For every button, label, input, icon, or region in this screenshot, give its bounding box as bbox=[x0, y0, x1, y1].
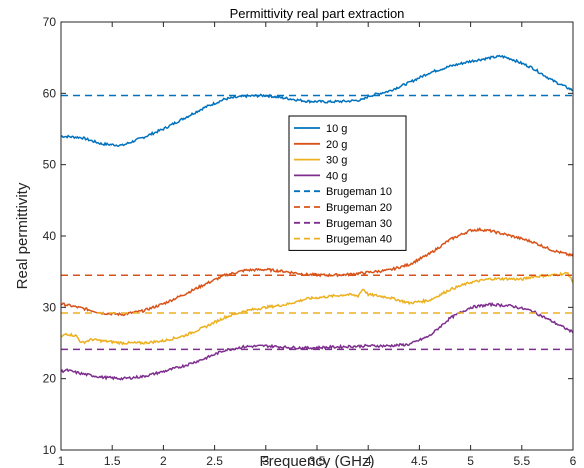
y-tick-label: 70 bbox=[43, 15, 57, 29]
legend-label-4: 40 g bbox=[326, 170, 347, 182]
x-axis-label: Frequency (GHz) bbox=[259, 453, 374, 468]
ticks-layer: 1 1.5 2 2.5 3 3.5 4 4.5 5 5.5 6 10 20 30 40 50 60 70 bbox=[43, 15, 577, 468]
x-tick-label: 3.5 bbox=[309, 454, 326, 468]
series-line-3 bbox=[60, 271, 574, 346]
legend-label-7: Brugeman 30 bbox=[326, 218, 392, 230]
x-tick-label: 5 bbox=[467, 454, 474, 468]
x-tick-label: 6 bbox=[570, 454, 577, 468]
y-tick-label: 40 bbox=[43, 229, 57, 243]
y-tick-label: 10 bbox=[43, 443, 57, 457]
x-tick-label: 2.5 bbox=[206, 454, 223, 468]
x-tick-label: 3 bbox=[262, 454, 269, 468]
y-tick-label: 50 bbox=[43, 158, 57, 172]
legend-label-3: 30 g bbox=[326, 155, 347, 167]
x-tick-label: 1 bbox=[58, 454, 65, 468]
legend: 10 g 20 g 30 g 40 g Brugeman 10 Brugeman 20 Br… bbox=[288, 115, 407, 251]
x-tick-label: 4.5 bbox=[411, 454, 428, 468]
y-tick-label: 60 bbox=[43, 86, 57, 100]
legend-label-8: Brugeman 40 bbox=[326, 234, 392, 246]
y-tick-label: 30 bbox=[43, 300, 57, 314]
legend-box bbox=[288, 115, 407, 251]
y-axis-label: Real permittivity bbox=[14, 182, 31, 289]
x-tick-label: 2 bbox=[160, 454, 167, 468]
legend-label-6: Brugeman 20 bbox=[326, 202, 392, 214]
x-tick-label: 1.5 bbox=[104, 454, 121, 468]
x-tick-label: 5.5 bbox=[513, 454, 530, 468]
x-tick-label: 4 bbox=[365, 454, 372, 468]
legend-label-5: Brugeman 10 bbox=[326, 186, 392, 198]
legend-label-2: 20 g bbox=[326, 139, 347, 151]
legend-label-1: 10 g bbox=[326, 123, 347, 135]
series-layer bbox=[60, 54, 574, 381]
y-tick-label: 20 bbox=[43, 372, 57, 386]
series-line-4 bbox=[60, 301, 574, 381]
chart-title: Permittivity real part extraction bbox=[230, 6, 405, 21]
series-line-1 bbox=[60, 54, 574, 148]
